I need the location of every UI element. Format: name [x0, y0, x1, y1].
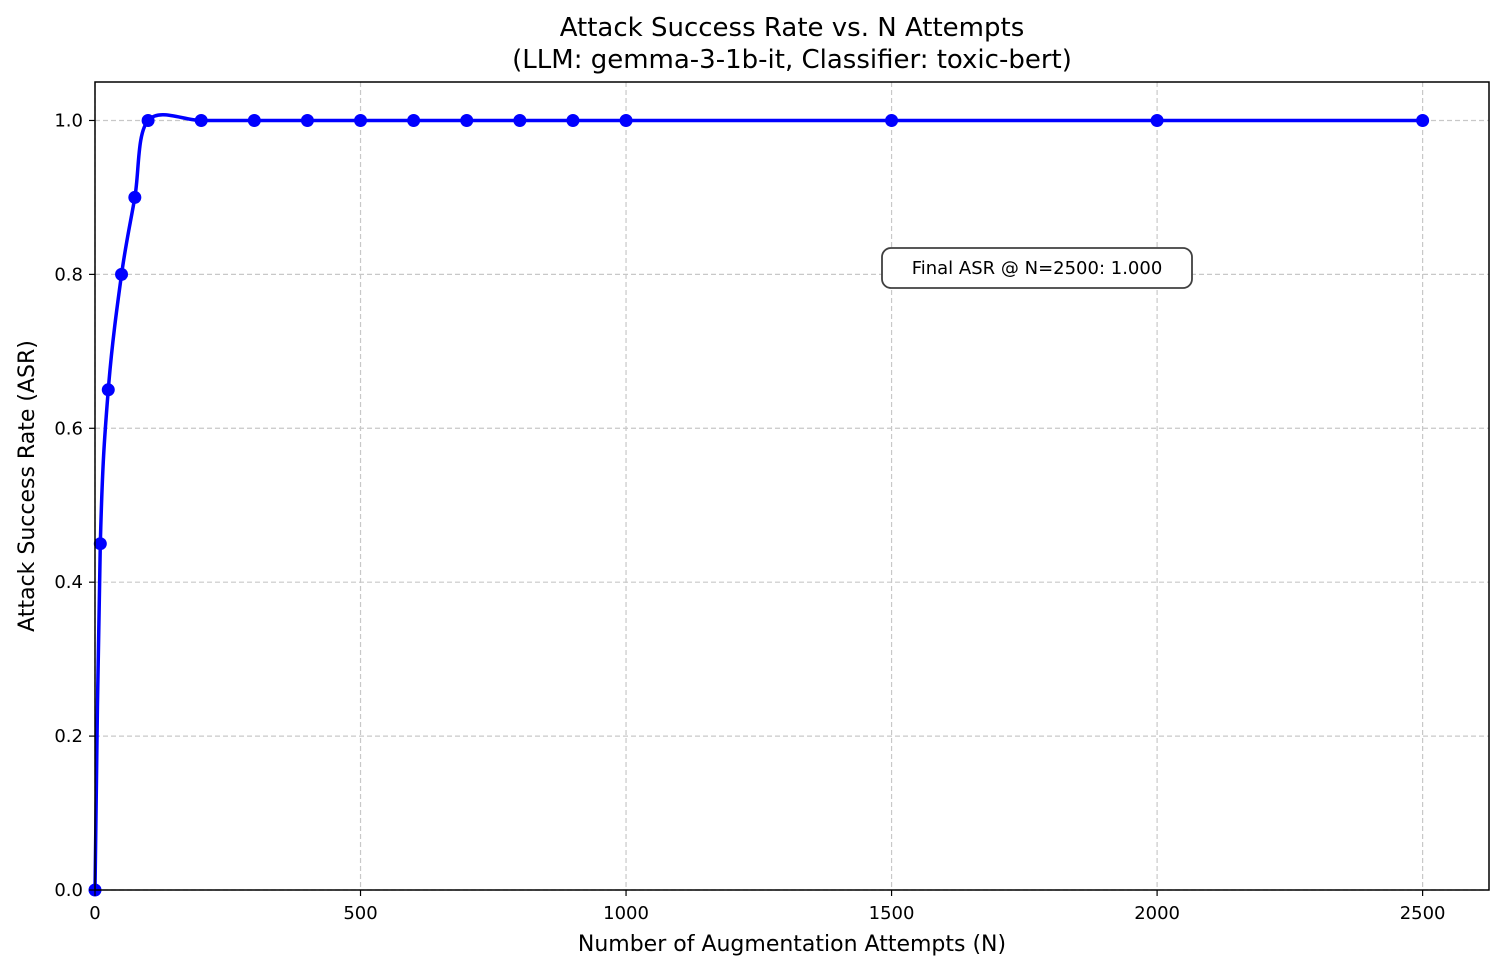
- y-axis-label: Attack Success Rate (ASR): [15, 340, 40, 632]
- y-tick-label: 0.6: [54, 418, 83, 439]
- y-tick-label: 1.0: [54, 110, 83, 131]
- data-point: [407, 113, 421, 127]
- data-point: [354, 113, 368, 127]
- ticks: 0 500 1000 1500 2000 2500 0.0 0.2 0.4 0.6 0.8 1.0: [54, 110, 1445, 924]
- data-point: [194, 113, 208, 127]
- data-point: [247, 113, 261, 127]
- chart-title: Attack Success Rate vs. N Attempts: [560, 13, 1025, 43]
- x-tick-label: 1500: [869, 903, 915, 924]
- x-axis-label: Number of Augmentation Attempts (N): [578, 932, 1006, 957]
- annotation: Final ASR @ N=2500: 1.000: [881, 247, 1193, 289]
- y-tick-label: 0.4: [54, 572, 83, 593]
- x-tick-label: 2000: [1134, 903, 1180, 924]
- data-point: [885, 113, 899, 127]
- y-tick-label: 0.2: [54, 726, 83, 747]
- data-point: [115, 267, 129, 281]
- y-tick-label: 0.8: [54, 264, 83, 285]
- plot-frame: [94, 81, 1490, 891]
- data-point: [141, 113, 155, 127]
- data-point: [128, 190, 142, 204]
- annotation-box: [881, 247, 1193, 289]
- chart-subtitle: (LLM: gemma-3-1b-it, Classifier: toxic-b…: [512, 45, 1072, 75]
- data-point: [1416, 113, 1430, 127]
- data-point: [101, 383, 115, 397]
- data-point: [566, 113, 580, 127]
- data-point: [300, 113, 314, 127]
- x-tick-label: 2500: [1400, 903, 1446, 924]
- data-point: [460, 113, 474, 127]
- data-point: [1150, 113, 1164, 127]
- x-tick-label: 0: [89, 903, 100, 924]
- x-tick-label: 1000: [603, 903, 649, 924]
- data-point: [619, 113, 633, 127]
- y-tick-label: 0.0: [54, 880, 83, 901]
- annotation-text: Final ASR @ N=2500: 1.000: [912, 258, 1163, 279]
- data-point: [513, 113, 527, 127]
- data-point: [93, 537, 107, 551]
- x-tick-label: 500: [343, 903, 377, 924]
